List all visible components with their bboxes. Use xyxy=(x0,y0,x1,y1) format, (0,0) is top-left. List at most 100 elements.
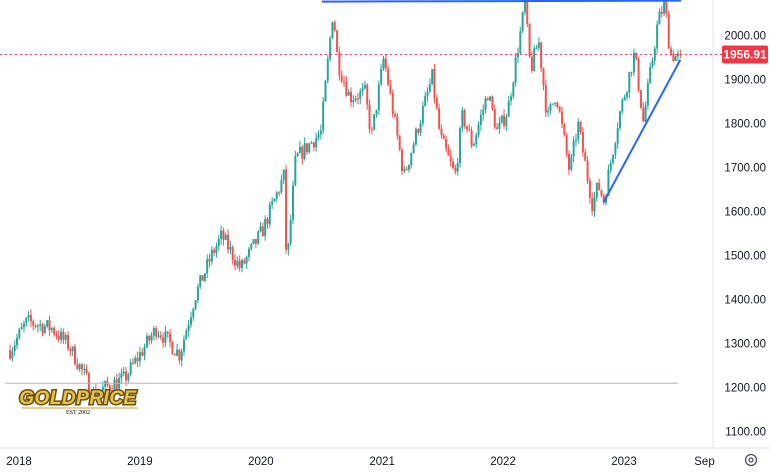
chart-settings-button[interactable] xyxy=(744,453,758,467)
candle xyxy=(561,106,564,129)
candle xyxy=(407,164,410,173)
candle xyxy=(176,344,179,357)
candle xyxy=(625,91,628,101)
candle xyxy=(312,141,315,152)
candle xyxy=(118,372,121,389)
candle xyxy=(106,376,109,388)
candle xyxy=(449,149,452,167)
candle xyxy=(516,47,519,64)
candle xyxy=(67,331,70,352)
candle xyxy=(572,136,575,163)
candle xyxy=(554,102,557,107)
candle xyxy=(405,166,408,171)
candle xyxy=(41,322,44,337)
candle xyxy=(612,154,615,166)
candle xyxy=(315,132,318,152)
candle xyxy=(69,346,72,357)
candle xyxy=(595,182,598,202)
candle xyxy=(363,80,366,90)
y-tick-label: 1100.00 xyxy=(725,427,766,439)
candle xyxy=(644,101,647,123)
candle xyxy=(521,11,524,34)
candle xyxy=(667,10,670,49)
candle xyxy=(674,55,677,62)
candle xyxy=(452,158,455,170)
candle xyxy=(50,326,53,333)
candle xyxy=(280,175,283,194)
candle xyxy=(252,239,255,245)
candle xyxy=(387,65,390,87)
candle xyxy=(491,95,494,111)
y-tick-label: 1900.00 xyxy=(724,75,766,87)
candle xyxy=(215,242,218,258)
candle xyxy=(115,373,118,390)
candle xyxy=(331,21,334,39)
candle xyxy=(266,216,269,229)
time-axis[interactable]: 2018 2019 2020 2021 2022 2023 Sep xyxy=(6,456,715,468)
candle xyxy=(584,148,587,162)
candle xyxy=(234,254,237,271)
candle xyxy=(412,141,415,154)
y-tick-label: 2000.00 xyxy=(724,31,766,43)
candle xyxy=(78,363,81,372)
candle xyxy=(479,109,482,131)
candle xyxy=(621,97,624,115)
candle xyxy=(201,275,204,281)
candle xyxy=(442,133,445,140)
candle xyxy=(298,140,301,154)
candle xyxy=(136,351,139,368)
candle xyxy=(542,67,545,91)
candle xyxy=(609,159,612,174)
candle xyxy=(349,87,352,107)
candle xyxy=(143,343,146,361)
candle xyxy=(122,366,125,377)
candle xyxy=(322,96,325,135)
candle xyxy=(588,177,591,204)
candle xyxy=(150,332,153,344)
candle xyxy=(104,379,107,393)
candle xyxy=(245,255,248,270)
candle xyxy=(317,130,320,141)
candle xyxy=(243,257,246,265)
candle xyxy=(141,348,144,357)
candles xyxy=(9,0,682,402)
y-tick-label: 1400.00 xyxy=(724,295,766,307)
candle xyxy=(577,118,580,144)
candle xyxy=(152,325,155,341)
candle xyxy=(343,75,346,88)
candle xyxy=(166,331,169,339)
x-tick-label: 2018 xyxy=(6,456,32,468)
candle xyxy=(431,68,434,85)
price-axis[interactable]: 1100.00 1200.00 1300.00 1400.00 1500.00 1600.… xyxy=(724,31,766,439)
candle xyxy=(329,36,332,62)
candle xyxy=(76,358,79,371)
candle xyxy=(310,141,313,144)
logo-wordmark-face: GOLDPRICE xyxy=(19,388,137,409)
candle xyxy=(90,388,93,399)
candle xyxy=(148,334,151,345)
candle xyxy=(551,103,554,106)
candle xyxy=(468,124,471,132)
candle xyxy=(125,367,128,386)
candle xyxy=(623,94,626,101)
candle xyxy=(236,256,239,269)
candle xyxy=(433,63,436,104)
candle xyxy=(470,126,473,149)
candle xyxy=(484,95,487,114)
candle xyxy=(336,29,339,53)
candle xyxy=(164,325,167,348)
candle xyxy=(651,57,654,69)
candle xyxy=(366,82,369,110)
y-tick-label: 1600.00 xyxy=(724,207,766,219)
candle xyxy=(240,258,243,273)
candle xyxy=(338,46,341,81)
candle xyxy=(410,152,413,169)
candle xyxy=(71,345,74,357)
candle xyxy=(275,191,278,203)
candle xyxy=(36,323,39,333)
candle xyxy=(18,327,21,341)
candle xyxy=(574,133,577,147)
candle xyxy=(591,192,594,216)
candle xyxy=(83,363,86,375)
x-tick-label: 2023 xyxy=(611,456,637,468)
